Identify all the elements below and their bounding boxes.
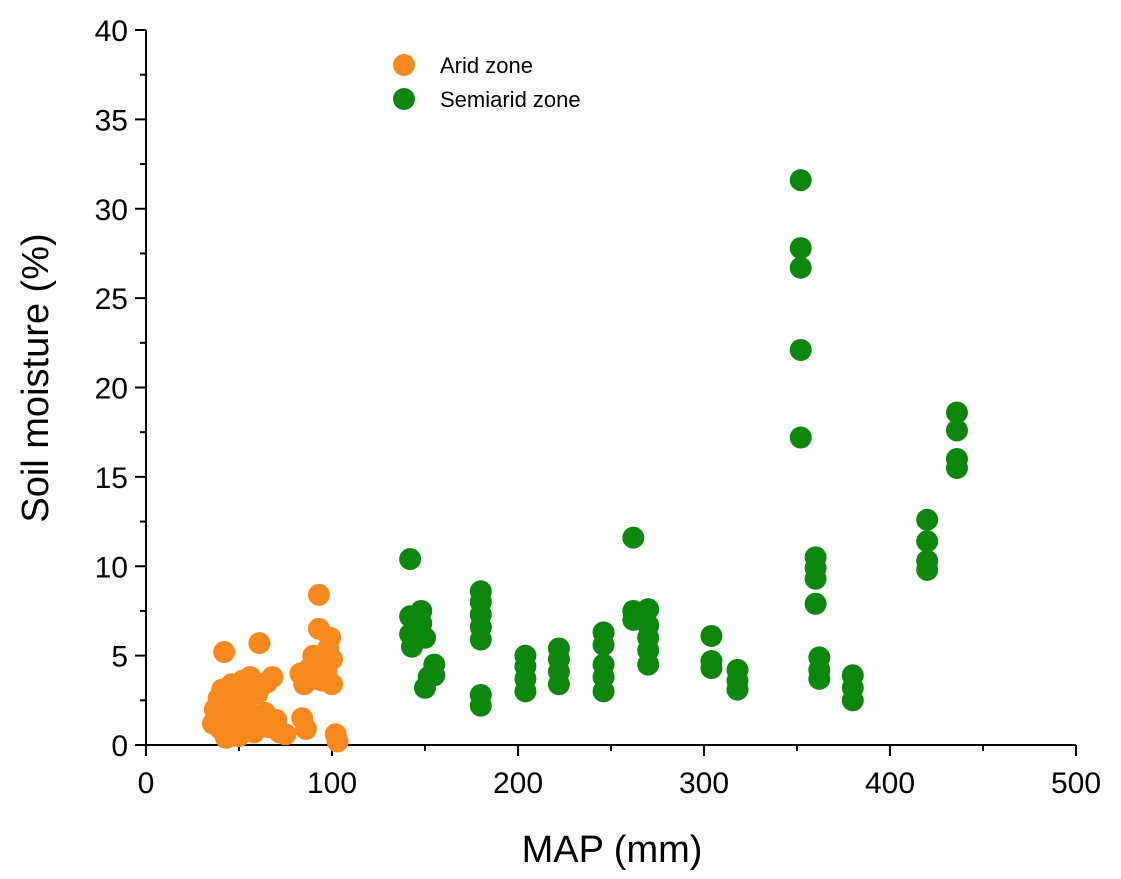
arid-zone-point (248, 632, 271, 655)
semiarid-zone-point (514, 680, 537, 703)
arid-zone-point (307, 583, 330, 606)
arid-zone-point (274, 723, 297, 746)
y-tick-label: 25 (95, 283, 128, 316)
semiarid-zone-point (700, 657, 723, 680)
legend-label-semiarid: Semiarid zone (440, 87, 581, 112)
semiarid-zone-point (414, 626, 436, 649)
semiarid-zone-point (804, 567, 827, 590)
semiarid-zone-point (726, 678, 749, 701)
semiarid-zone-point (916, 508, 939, 531)
semiarid-zone-point (804, 592, 827, 615)
semiarid-zone-point (592, 680, 615, 703)
x-tick-label: 100 (307, 767, 357, 800)
arid-zone-point (321, 673, 343, 696)
semiarid-zone-point (789, 237, 812, 260)
y-tick-label: 0 (111, 730, 128, 763)
semiarid-zone-point (637, 598, 660, 621)
semiarid-zone-point (945, 419, 968, 442)
x-axis-title: MAP (mm) (522, 829, 703, 871)
semiarid-zone-point (916, 558, 939, 581)
semiarid-zone-point (789, 338, 812, 361)
axes: 0 100 200 300 400 500 0 5 10 15 20 25 30 35 40 (95, 15, 1101, 800)
legend-marker-arid (393, 54, 415, 76)
x-tick-label: 200 (493, 767, 543, 800)
y-tick-label: 10 (95, 551, 128, 584)
semiarid-zone-point (808, 667, 831, 690)
y-tick-label: 30 (95, 194, 128, 227)
arid-zone-point (261, 666, 284, 689)
semiarid-zone-point (399, 548, 422, 571)
y-tick-label: 20 (95, 373, 128, 406)
arid-zone-point (319, 626, 342, 649)
legend: Arid zone Semiarid zone (393, 53, 581, 112)
arid-zone-point (213, 641, 236, 664)
semiarid-zone-point (789, 256, 812, 279)
semiarid-zone-point (916, 530, 939, 553)
semiarid-zone-point (789, 426, 812, 449)
x-tick-label: 0 (138, 767, 155, 800)
semiarid-zone-point (945, 401, 968, 424)
semiarid-zone-point (469, 628, 492, 651)
y-tick-label: 15 (95, 462, 128, 495)
semiarid-zone-point (945, 456, 968, 479)
y-tick-label: 35 (95, 104, 128, 137)
semiarid-zone-point (469, 694, 492, 717)
y-axis-title: Soil moisture (%) (15, 233, 57, 522)
x-tick-label: 500 (1051, 767, 1101, 800)
arid-zone-point (326, 730, 349, 753)
y-tick-label: 5 (111, 641, 128, 674)
semiarid-zone-point (622, 526, 645, 549)
semiarid-zone-point (700, 624, 723, 647)
legend-label-arid: Arid zone (440, 53, 533, 78)
semiarid-zone-point (592, 633, 615, 656)
x-tick-label: 300 (679, 767, 729, 800)
x-tick-label: 400 (865, 767, 915, 800)
y-tick-label: 40 (95, 15, 128, 48)
semiarid-zone-point (547, 673, 570, 696)
data-points (201, 169, 968, 753)
legend-marker-semiarid (393, 88, 415, 110)
semiarid-zone-point (789, 169, 812, 192)
semiarid-zone-point (637, 653, 660, 676)
semiarid-zone-point (423, 664, 446, 687)
arid-zone-point (321, 648, 343, 671)
semiarid-zone-point (841, 689, 864, 712)
arid-zone-point (294, 717, 317, 740)
